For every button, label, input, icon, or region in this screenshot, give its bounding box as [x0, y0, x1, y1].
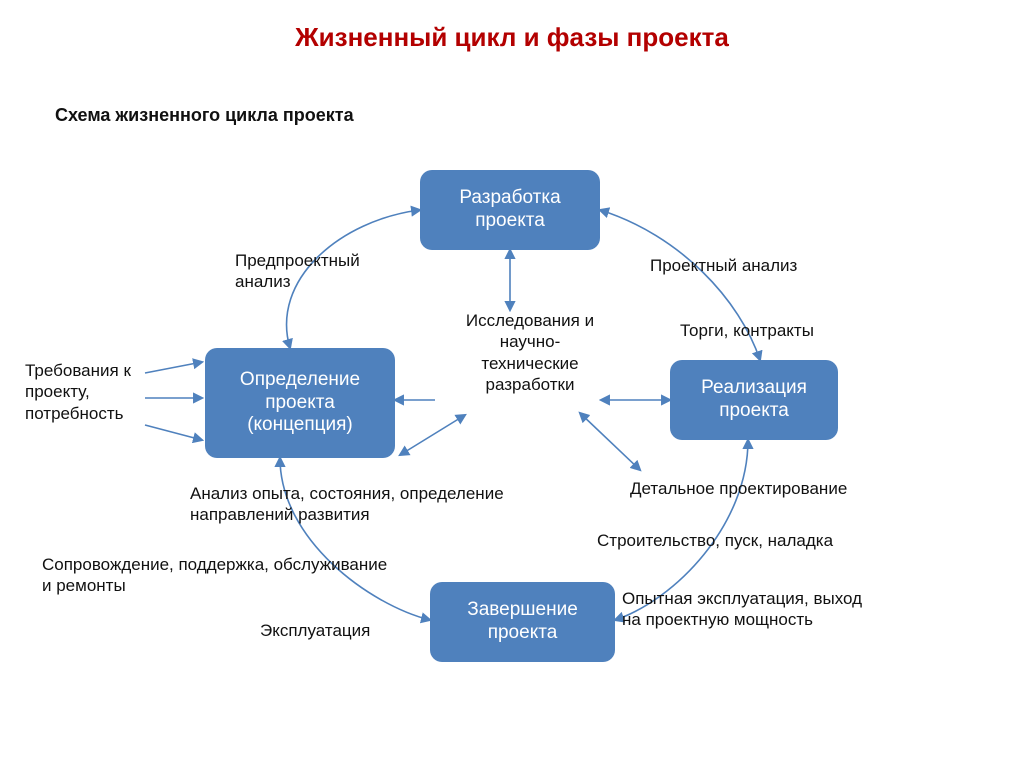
label-preproject: Предпроектныйанализ [235, 250, 360, 293]
label-experience: Анализ опыта, состояния, определениенапр… [190, 483, 504, 526]
node-top: Разработкапроекта [420, 170, 600, 250]
node-label: Завершениепроекта [467, 599, 578, 645]
node-bottom: Завершениепроекта [430, 582, 615, 662]
node-label: Реализацияпроекта [701, 377, 807, 423]
arrow-6 [580, 413, 640, 470]
arrow-5 [400, 415, 465, 455]
label-proj_analysis: Проектный анализ [650, 255, 797, 276]
node-left: Определениепроекта(концепция) [205, 348, 395, 458]
diagram-canvas: Жизненный цикл и фазы проекта Схема жизн… [0, 0, 1024, 767]
label-construction: Строительство, пуск, наладка [597, 530, 833, 551]
label-requirements: Требования кпроекту,потребность [25, 360, 131, 424]
label-center: Исследования инаучно-техническиеразработ… [440, 310, 620, 395]
label-support: Сопровождение, поддержка, обслуживаниеи … [42, 554, 387, 597]
label-operation: Эксплуатация [260, 620, 370, 641]
label-detailed: Детальное проектирование [630, 478, 847, 499]
subtitle: Схема жизненного цикла проекта [55, 105, 354, 126]
arrow-9 [145, 362, 202, 373]
page-title: Жизненный цикл и фазы проекта [0, 22, 1024, 53]
node-label: Определениепроекта(концепция) [240, 369, 360, 437]
label-tenders: Торги, контракты [680, 320, 814, 341]
arrow-11 [145, 425, 202, 440]
node-label: Разработкапроекта [459, 187, 560, 233]
node-right: Реализацияпроекта [670, 360, 838, 440]
label-pilotops: Опытная эксплуатация, выходна проектную … [622, 588, 862, 631]
